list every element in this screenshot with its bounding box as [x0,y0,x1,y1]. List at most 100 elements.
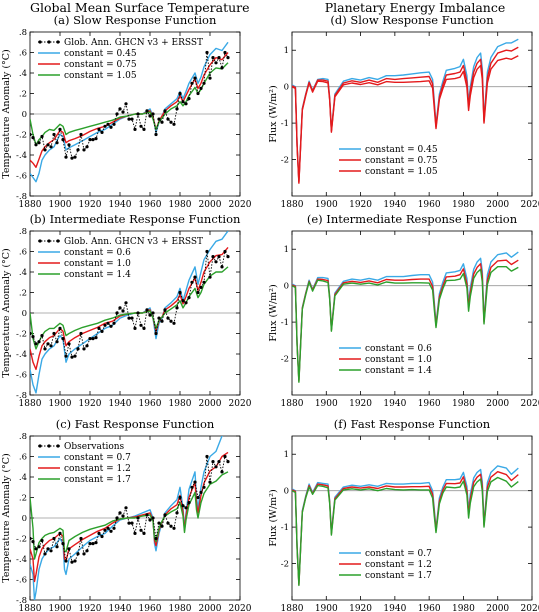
y-tick-label: -1 [281,119,289,129]
observation-point [64,155,68,159]
observation-point [40,334,44,338]
plot-area [292,251,519,383]
observation-point [184,102,188,106]
observation-point [181,299,185,303]
observation-point [181,100,185,104]
observation-point [112,526,116,530]
observation-point [30,536,32,541]
observation-point [175,511,179,515]
x-tick-label: 1900 [315,200,338,210]
observation-point [49,344,53,348]
observation-point [208,76,212,80]
observation-point [67,342,71,346]
y-tick-label: 0 [284,282,289,292]
observation-point [157,117,161,121]
x-tick-label: 1920 [349,200,372,210]
legend-label: constant = 0.75 [64,60,137,70]
observation-point [34,547,38,551]
observation-point [61,138,65,142]
x-tick-label: 1980 [452,399,475,409]
panel-e: (e) Intermediate Response Function 1880 19… [268,212,539,409]
observation-point [67,547,71,551]
observation-point [142,531,146,536]
x-tick-label: 2000 [486,604,509,612]
observation-point [163,308,167,312]
observation-point [31,335,35,339]
x-tick-label: 1920 [349,399,372,409]
legend-marker [47,444,51,448]
observation-point [187,296,191,300]
y-tick-label: 0 [22,514,27,524]
observation-point [124,301,128,305]
panel-f: (f) Fast Response Function 1880 1900 1920 19… [268,417,539,612]
x-tick-label: 1880 [19,200,42,210]
observation-point [91,542,95,546]
y-tick-label: .6 [19,248,27,258]
observation-point [226,255,230,259]
legend-label: constant = 0.7 [365,549,432,559]
observation-point [82,347,86,351]
observation-point [181,504,185,508]
observation-point [76,148,80,152]
observation-point [103,323,107,327]
panel-d: (d) Slow Response Function 1880 1900 1920 19… [268,13,539,210]
x-tick-label: 1960 [418,200,441,210]
observation-point [196,495,200,500]
y-tick-label: .4 [19,268,27,278]
observation-point [208,275,212,279]
observation-point [175,107,179,111]
observation-point [211,56,215,60]
x-tick-label: 1880 [19,604,42,612]
x-tick-label: 1900 [315,399,338,409]
observation-point [34,143,38,147]
y-tick-label: .2 [19,494,27,504]
y-tick-label: -.4 [16,350,27,360]
observation-point [112,122,116,126]
observation-point [85,344,89,348]
observation-point [139,323,143,327]
legend-label: constant = 1.4 [64,270,131,280]
plot-frame [291,435,533,601]
observation-point [196,290,200,295]
x-tick-label: 2020 [229,604,252,612]
observation-point [85,549,89,553]
x-tick-label: 1880 [19,399,42,409]
observation-point [169,524,173,528]
x-tick-label: 2020 [521,200,539,210]
y-tick-label: -.8 [16,596,27,606]
legend-marker [56,239,60,243]
observation-point [100,534,104,539]
x-tick-label: 1920 [79,200,102,210]
observation-point [55,141,59,145]
y-tick-label: 0 [284,487,289,497]
y-tick-label: .6 [19,453,27,463]
observation-point [94,541,98,545]
observation-point [175,306,179,310]
observation-point [30,132,32,137]
observation-point [88,542,92,546]
observation-point [163,109,167,113]
observation-point [163,513,167,517]
observation-point [142,326,146,330]
observation-point [154,536,158,541]
x-tick-label: 1940 [383,399,406,409]
y-tick-label: 0 [22,110,27,120]
x-tick-label: 2000 [486,399,509,409]
observation-point [211,255,215,259]
x-tick-label: 1920 [79,399,102,409]
observation-point [31,540,35,544]
x-tick-label: 1900 [49,604,72,612]
observation-point [199,490,203,494]
observation-point [106,321,110,325]
x-tick-label: 1980 [452,200,475,210]
x-tick-label: 1880 [281,399,304,409]
y-tick-label: -.4 [16,151,27,161]
observation-point [85,145,89,149]
observation-point [58,127,62,131]
observation-point [73,559,77,563]
legend-label: constant = 0.45 [365,145,438,155]
legend-label: constant = 1.7 [64,475,131,485]
legend-label: constant = 0.6 [365,344,432,354]
observation-point [184,301,188,305]
